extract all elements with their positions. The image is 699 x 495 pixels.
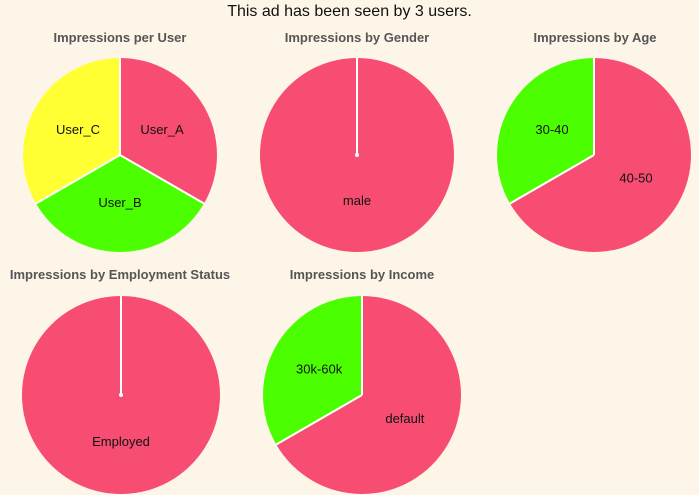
pie-slice-30-40 (497, 58, 594, 204)
pie-chart-impressions-per-user: User_A User_B User_C (22, 58, 217, 252)
chart-title-impressions-by-age: Impressions by Age (533, 30, 657, 45)
slice-label-male: male (343, 193, 371, 208)
slice-separator (275, 394, 363, 446)
pie-slice-40-50 (509, 58, 691, 252)
pie-slice-default (276, 296, 461, 494)
pie-chart-impressions-by-age: 40-50 30-40 (497, 58, 691, 252)
chart-title-impressions-by-income: Impressions by Income (289, 267, 435, 282)
pie-chart-impressions-by-income: default 30k-60k (263, 296, 461, 494)
slice-separator (119, 154, 205, 205)
slice-separator (35, 154, 121, 205)
chart-title-impressions-by-employment-status: Impressions by Employment Status (9, 267, 231, 282)
slice-label-user-b: User_B (98, 195, 141, 210)
slice-label-40-50: 40-50 (619, 171, 652, 186)
chart-title-impressions-per-user: Impressions per User (53, 30, 187, 45)
pie-slice-user-c (22, 58, 120, 204)
page-headline: This ad has been seen by 3 users. (227, 3, 472, 20)
slice-label-user-a: User_A (140, 122, 184, 137)
slice-label-30k-60k: 30k-60k (296, 362, 343, 377)
pie-slice-30k-60k (263, 296, 362, 445)
pie-chart-impressions-by-gender: male (260, 58, 454, 252)
pie-slice-user-a (120, 58, 217, 204)
slice-label-employed: Employed (92, 434, 150, 449)
chart-title-impressions-by-gender: Impressions by Gender (284, 30, 430, 45)
slice-label-default: default (385, 411, 424, 426)
slice-separator (509, 154, 595, 205)
slice-label-30-40: 30-40 (535, 122, 568, 137)
pie-center-dot (119, 393, 123, 397)
pie-center-dot (355, 153, 359, 157)
pie-chart-impressions-by-employment-status: Employed (22, 296, 220, 494)
slice-label-user-c: User_C (56, 122, 100, 137)
